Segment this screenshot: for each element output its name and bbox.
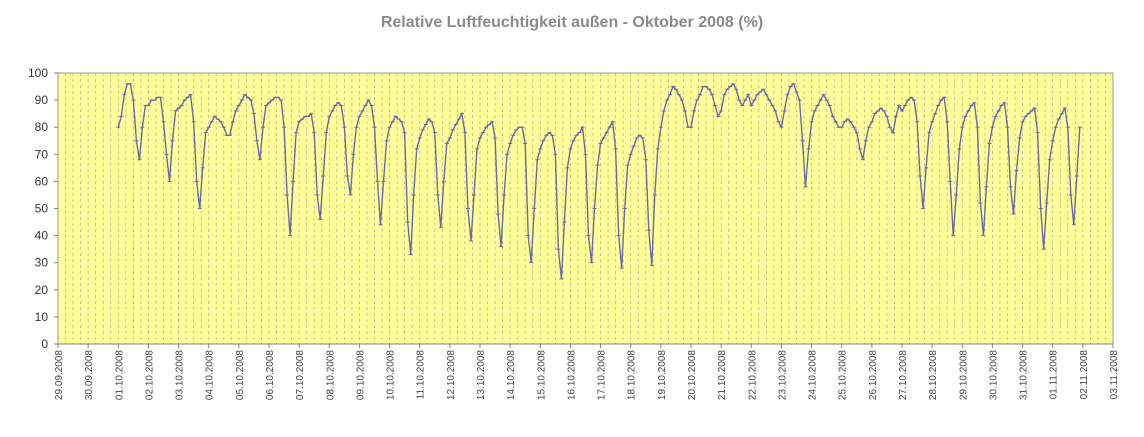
x-tick-label: 29.10.2008 [958, 350, 969, 400]
chart-title: Relative Luftfeuchtigkeit außen - Oktobe… [380, 14, 764, 31]
x-tick-label: 03.10.2008 [175, 350, 186, 400]
y-tick-label: 10 [35, 310, 49, 324]
x-tick-label: 31.10.2008 [1019, 350, 1030, 400]
y-tick-label: 20 [35, 283, 49, 297]
x-tick-label: 01.11.2008 [1049, 350, 1060, 400]
x-tick-label: 21.10.2008 [717, 350, 728, 400]
x-tick-label: 25.10.2008 [838, 350, 849, 400]
x-tick-label: 01.10.2008 [114, 350, 125, 400]
x-tick-label: 17.10.2008 [597, 350, 608, 400]
x-tick-label: 30.10.2008 [988, 350, 999, 400]
x-tick-label: 27.10.2008 [898, 350, 909, 400]
x-tick-label: 07.10.2008 [295, 350, 306, 400]
x-tick-label: 02.10.2008 [144, 350, 155, 400]
x-tick-label: 22.10.2008 [747, 350, 758, 400]
x-tick-label: 28.10.2008 [928, 350, 939, 400]
y-tick-label: 30 [35, 256, 49, 270]
x-tick-label: 13.10.2008 [476, 350, 487, 400]
x-tick-label: 04.10.2008 [205, 350, 216, 400]
y-tick-label: 90 [35, 93, 49, 107]
x-tick-label: 15.10.2008 [536, 350, 547, 400]
x-tick-label: 05.10.2008 [235, 350, 246, 400]
y-tick-label: 50 [35, 202, 49, 216]
y-tick-label: 0 [41, 337, 48, 351]
x-tick-label: 14.10.2008 [506, 350, 517, 400]
x-tick-label: 20.10.2008 [687, 350, 698, 400]
y-tick-label: 80 [35, 120, 49, 134]
x-tick-label: 23.10.2008 [777, 350, 788, 400]
x-tick-label: 26.10.2008 [868, 350, 879, 400]
x-tick-label: 11.10.2008 [416, 350, 427, 400]
x-tick-label: 09.10.2008 [355, 350, 366, 400]
x-tick-label: 16.10.2008 [566, 350, 577, 400]
x-tick-label: 03.11.2008 [1109, 350, 1120, 400]
x-tick-label: 19.10.2008 [657, 350, 668, 400]
y-tick-label: 60 [35, 174, 49, 188]
x-tick-label: 24.10.2008 [808, 350, 819, 400]
x-tick-label: 10.10.2008 [386, 350, 397, 400]
y-tick-label: 100 [28, 66, 48, 80]
x-tick-label: 08.10.2008 [325, 350, 336, 400]
x-tick-label: 12.10.2008 [446, 350, 457, 400]
x-tick-label: 06.10.2008 [265, 350, 276, 400]
x-tick-label: 02.11.2008 [1079, 350, 1090, 400]
x-tick-label: 18.10.2008 [627, 350, 638, 400]
x-tick-label: 29.09.2008 [54, 350, 65, 400]
x-tick-label: 30.09.2008 [84, 350, 95, 400]
y-tick-label: 40 [35, 229, 49, 243]
y-tick-label: 70 [35, 147, 49, 161]
